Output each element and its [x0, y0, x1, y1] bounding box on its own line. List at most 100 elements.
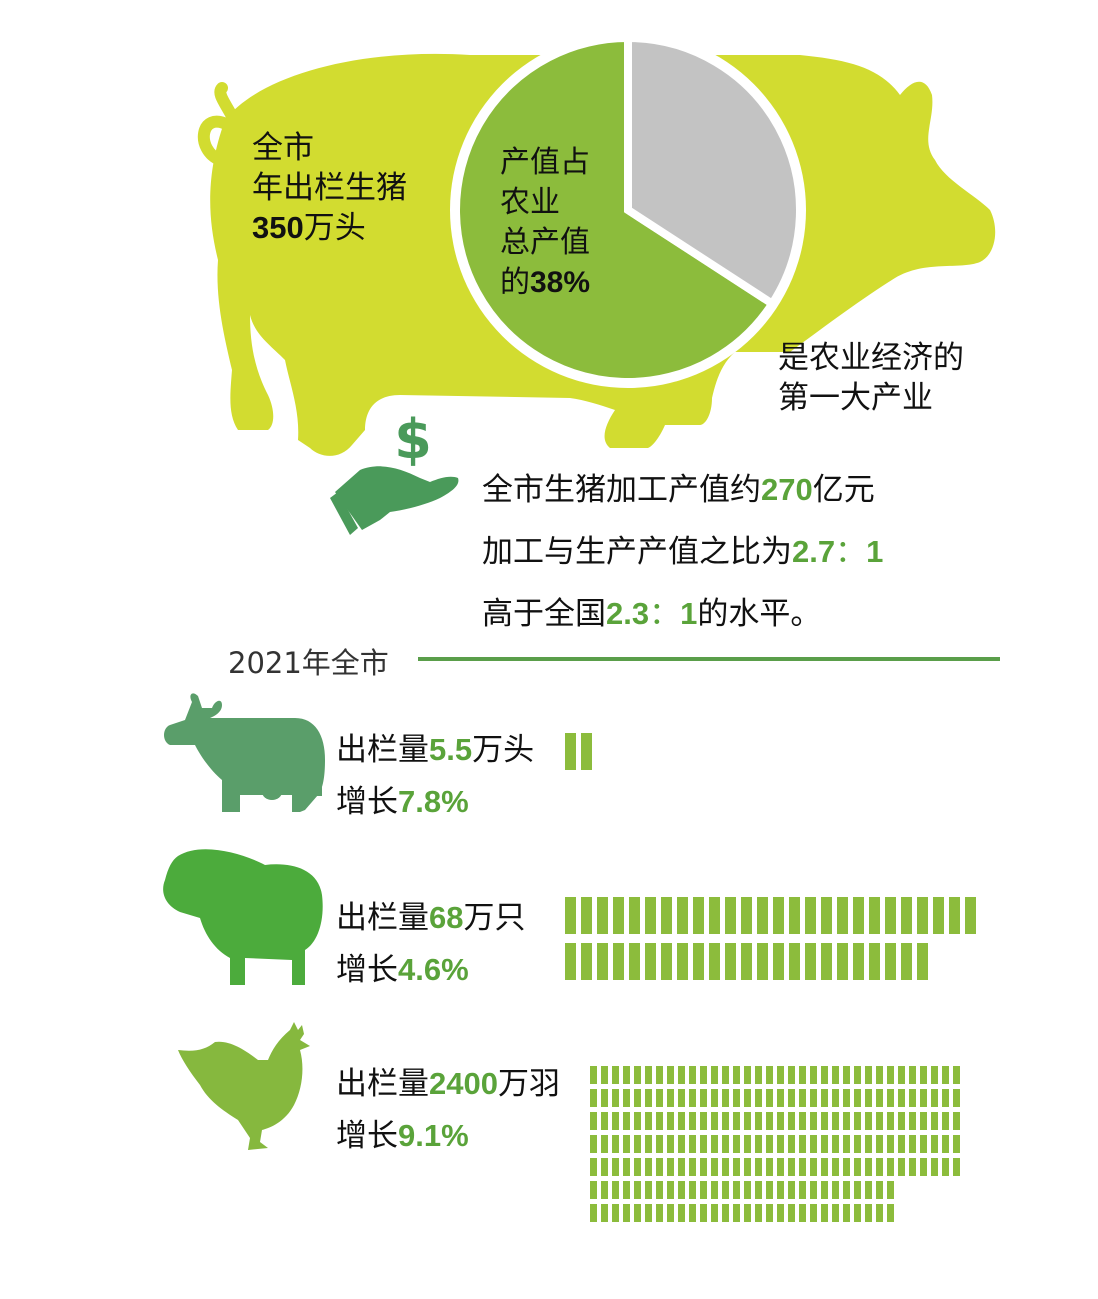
chicken-bar [645, 1158, 652, 1176]
chicken-bar [931, 1066, 938, 1084]
chicken-bar [645, 1112, 652, 1130]
cow-bar [581, 733, 592, 770]
chicken-bar [656, 1135, 663, 1153]
pig-text-line1: 全市 [252, 130, 314, 166]
chicken-bar [623, 1066, 630, 1084]
chicken-bar [788, 1158, 795, 1176]
chicken-bar [821, 1204, 828, 1222]
cow-growth: 7.8% [398, 784, 469, 819]
chicken-bar [667, 1158, 674, 1176]
chicken-bar [733, 1112, 740, 1130]
chicken-bar [590, 1089, 597, 1107]
chicken-bar [601, 1181, 608, 1199]
chicken-bar [810, 1066, 817, 1084]
chicken-bar [821, 1135, 828, 1153]
chicken-bar [821, 1066, 828, 1084]
sheep-growth-label: 增长 [336, 952, 398, 988]
sheep-bar [821, 943, 832, 980]
ratio-city-colon: ： [835, 534, 867, 570]
chicken-bar [810, 1158, 817, 1176]
sheep-bar [885, 897, 896, 934]
chicken-bar [920, 1089, 927, 1107]
chicken-bar [711, 1112, 718, 1130]
chicken-bar [700, 1066, 707, 1084]
chicken-bar [590, 1204, 597, 1222]
chicken-bar [755, 1158, 762, 1176]
cow-bar [565, 733, 576, 770]
chicken-bar [942, 1112, 949, 1130]
chicken-bar [656, 1089, 663, 1107]
chicken-bar [898, 1066, 905, 1084]
chicken-bar [678, 1066, 685, 1084]
chicken-bar [843, 1112, 850, 1130]
chicken-bar [887, 1135, 894, 1153]
sheep-bar [949, 897, 960, 934]
chicken-bar [810, 1204, 817, 1222]
chicken-bar [744, 1204, 751, 1222]
chicken-bar [854, 1112, 861, 1130]
sheep-bar [725, 943, 736, 980]
chicken-bar [623, 1181, 630, 1199]
chicken-bar [788, 1181, 795, 1199]
sheep-bar [741, 943, 752, 980]
sheep-bar [933, 897, 944, 934]
pig-count: 350 [252, 210, 304, 245]
chicken-bar [777, 1089, 784, 1107]
sheep-bar [629, 943, 640, 980]
chicken-bar [843, 1135, 850, 1153]
sheep-bar [629, 897, 640, 934]
chicken-bar [766, 1158, 773, 1176]
chicken-bar [953, 1089, 960, 1107]
chicken-bar [799, 1112, 806, 1130]
chicken-bar [612, 1066, 619, 1084]
chicken-growth-label: 增长 [336, 1118, 398, 1154]
sheep-bar [597, 943, 608, 980]
chicken-bar [799, 1181, 806, 1199]
chicken-bar [799, 1158, 806, 1176]
chicken-bar [623, 1204, 630, 1222]
chicken-bar [700, 1204, 707, 1222]
chicken-bar [634, 1066, 641, 1084]
chicken-bar [865, 1089, 872, 1107]
chicken-bar [634, 1204, 641, 1222]
sheep-bar [565, 943, 576, 980]
sheep-bar [821, 897, 832, 934]
pie-text-line4-prefix: 的 [500, 265, 530, 300]
chicken-bar [909, 1066, 916, 1084]
chicken-bar [689, 1089, 696, 1107]
chicken-bar [876, 1158, 883, 1176]
chicken-bar [931, 1158, 938, 1176]
chicken-unit: 万羽 [497, 1066, 560, 1102]
sheep-bar [677, 943, 688, 980]
chicken-bar [953, 1158, 960, 1176]
header-divider [418, 657, 1000, 661]
sheep-bar [853, 897, 864, 934]
chicken-bar [711, 1089, 718, 1107]
sheep-bar [581, 943, 592, 980]
chicken-bar [843, 1089, 850, 1107]
chicken-bar [755, 1181, 762, 1199]
chicken-bar [766, 1204, 773, 1222]
chicken-bar [678, 1089, 685, 1107]
chicken-bar [788, 1135, 795, 1153]
money-line2-text: 加工与生产产值之比为 [482, 534, 792, 570]
sheep-bar [917, 897, 928, 934]
chicken-bar [722, 1181, 729, 1199]
chicken-bar [711, 1181, 718, 1199]
chicken-bar [601, 1158, 608, 1176]
pie-text-line3: 总产值 [500, 225, 590, 260]
chicken-bar [876, 1181, 883, 1199]
chicken-bar [689, 1135, 696, 1153]
chicken-bar [832, 1066, 839, 1084]
chicken-bar [678, 1135, 685, 1153]
chicken-bar [601, 1066, 608, 1084]
chicken-bar [645, 1066, 652, 1084]
chicken-bar [887, 1066, 894, 1084]
chicken-bar [700, 1112, 707, 1130]
sheep-bar [693, 943, 704, 980]
chicken-bar [744, 1181, 751, 1199]
chicken-bar [667, 1112, 674, 1130]
chicken-bar [887, 1112, 894, 1130]
chicken-bar [667, 1066, 674, 1084]
chicken-bar [843, 1204, 850, 1222]
